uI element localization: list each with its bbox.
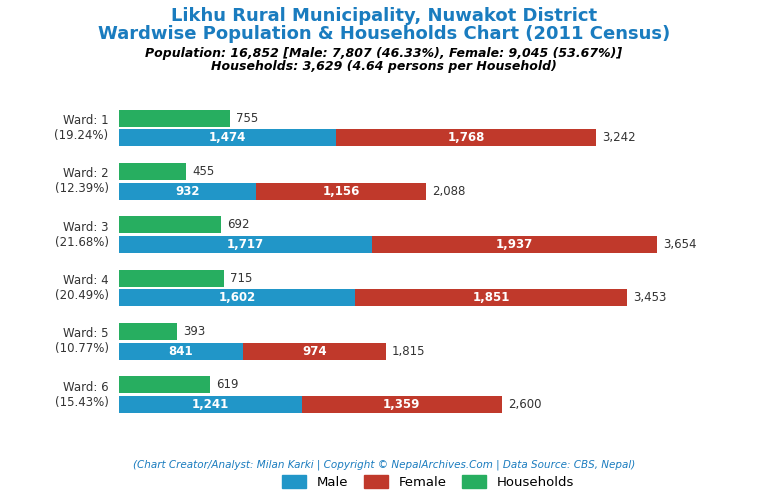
Text: 932: 932 [175,185,200,198]
Text: 841: 841 [169,345,194,357]
Bar [355,289,627,306]
Bar [119,236,372,253]
Text: 3,242: 3,242 [602,131,636,144]
Text: 1,815: 1,815 [392,345,425,357]
Text: 393: 393 [183,325,205,338]
Text: Households: 3,629 (4.64 persons per Household): Households: 3,629 (4.64 persons per Hous… [211,60,557,73]
Text: 1,359: 1,359 [383,398,420,411]
Text: 1,717: 1,717 [227,238,264,251]
Text: 455: 455 [192,165,214,178]
Text: 692: 692 [227,218,250,231]
Text: 1,241: 1,241 [192,398,229,411]
Bar [372,236,657,253]
Bar [336,129,596,146]
Text: 1,602: 1,602 [218,291,256,304]
Text: 1,851: 1,851 [472,291,510,304]
Text: 3,453: 3,453 [633,291,667,304]
Bar [119,163,186,180]
Bar [119,323,177,340]
Text: 1,156: 1,156 [323,185,360,198]
Text: Likhu Rural Municipality, Nuwakot District: Likhu Rural Municipality, Nuwakot Distri… [171,7,597,26]
Bar [257,182,426,200]
Text: 1,474: 1,474 [209,131,247,144]
Text: 3,654: 3,654 [663,238,697,251]
Text: Population: 16,852 [Male: 7,807 (46.33%), Female: 9,045 (53.67%)]: Population: 16,852 [Male: 7,807 (46.33%)… [145,47,623,60]
Text: 1,768: 1,768 [448,131,485,144]
Text: 755: 755 [236,111,258,125]
Text: 1,937: 1,937 [495,238,533,251]
Bar [119,129,336,146]
Text: 2,088: 2,088 [432,185,465,198]
Bar [119,289,355,306]
Text: 974: 974 [303,345,327,357]
Bar [119,396,302,413]
Bar [119,270,224,286]
Bar [119,376,210,393]
Text: Wardwise Population & Households Chart (2011 Census): Wardwise Population & Households Chart (… [98,25,670,43]
Text: 2,600: 2,600 [508,398,541,411]
Bar [119,216,221,233]
Text: (Chart Creator/Analyst: Milan Karki | Copyright © NepalArchives.Com | Data Sourc: (Chart Creator/Analyst: Milan Karki | Co… [133,459,635,470]
Text: 619: 619 [216,378,239,391]
Text: 715: 715 [230,272,253,284]
Legend: Male, Female, Households: Male, Female, Households [277,470,579,493]
Bar [119,343,243,359]
Bar [119,109,230,127]
Bar [243,343,386,359]
Bar [119,182,257,200]
Bar [302,396,502,413]
